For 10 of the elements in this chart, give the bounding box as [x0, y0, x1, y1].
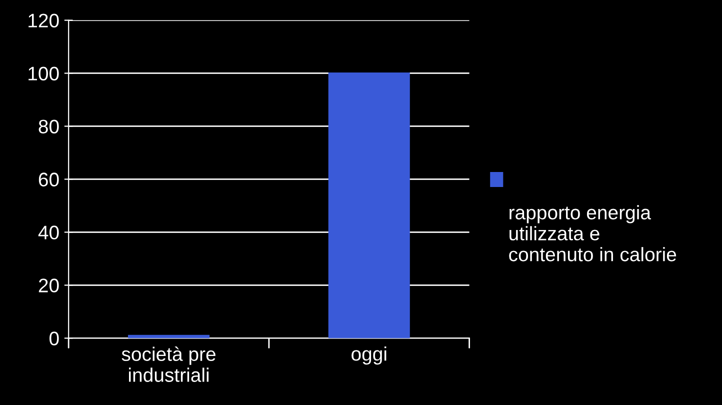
y-tick-label: 0: [50, 332, 59, 346]
y-tick-label: 60: [38, 172, 59, 186]
y-tick-label: 20: [38, 278, 59, 292]
y-tick-label: 80: [38, 120, 59, 134]
x-tick-label: società pre industriali: [122, 346, 216, 382]
x-tick-label: oggi: [352, 346, 386, 365]
y-tick-label: 120: [28, 14, 59, 28]
y-tick-label: 40: [38, 226, 59, 240]
legend-label: rapporto energia utilizzata e contenuto in calorie: [509, 205, 676, 262]
y-tick-label: 100: [28, 66, 59, 80]
